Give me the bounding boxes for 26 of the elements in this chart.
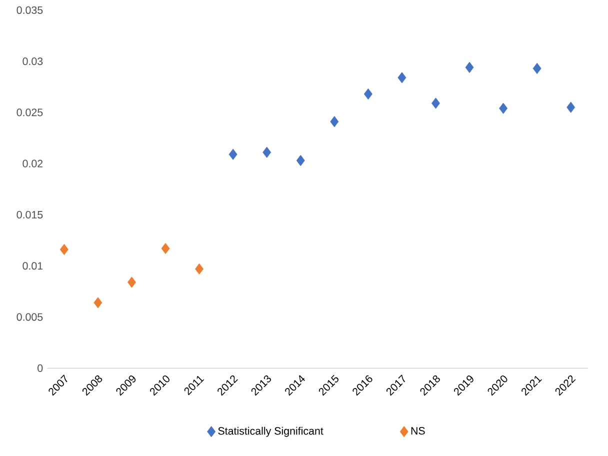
point: [127, 276, 136, 288]
point: [499, 102, 508, 114]
point: [228, 148, 238, 160]
y-tick-label: 0.005: [16, 313, 43, 321]
y-tick-label: 0: [38, 364, 43, 372]
point: [195, 263, 204, 275]
point: [262, 146, 272, 158]
legend-label: Statistically Significant: [218, 426, 324, 437]
y-tick-label: 0.015: [16, 210, 43, 219]
point: [60, 244, 68, 256]
point: [296, 154, 305, 166]
y-tick-label: 0.02: [22, 160, 43, 168]
point: [364, 88, 372, 100]
y-tick-label: 0.01: [22, 262, 43, 270]
y-tick-label: 0.025: [16, 108, 43, 116]
point: [465, 62, 474, 73]
point: [330, 116, 339, 128]
point: [161, 242, 170, 254]
point: [431, 98, 440, 109]
point: [532, 62, 542, 74]
legend-label: NS: [411, 427, 425, 435]
y-tick-label: 0.03: [22, 57, 43, 66]
point: [398, 72, 406, 84]
point: [94, 297, 102, 308]
point: [566, 102, 576, 113]
y-tick-label: 0.035: [16, 6, 43, 14]
